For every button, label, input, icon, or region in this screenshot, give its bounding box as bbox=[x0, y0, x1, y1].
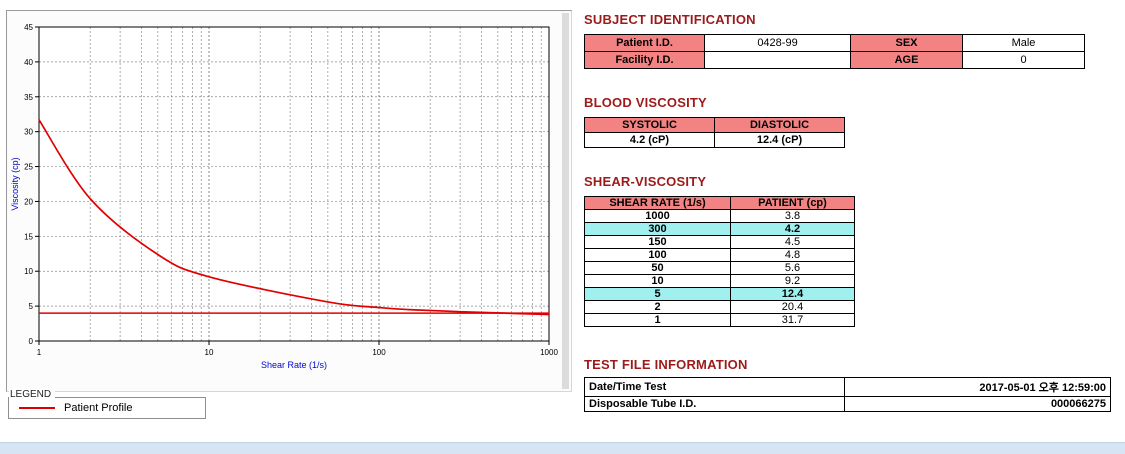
svg-text:10: 10 bbox=[24, 267, 33, 276]
shear-rate-value: 1000 bbox=[584, 209, 731, 223]
table-row-highlighted: 300 4.2 bbox=[584, 222, 855, 236]
svg-text:15: 15 bbox=[24, 232, 33, 241]
test-file-information-heading: TEST FILE INFORMATION bbox=[584, 357, 748, 372]
shear-rate-value: 10 bbox=[584, 274, 731, 288]
table-row: 50 5.6 bbox=[584, 261, 855, 275]
shear-rate-column-header: SHEAR RATE (1/s) bbox=[584, 196, 731, 210]
patient-viscosity-value: 31.7 bbox=[730, 313, 855, 327]
window-background-strip bbox=[0, 442, 1125, 454]
report-panel: SUBJECT IDENTIFICATION Patient I.D. 0428… bbox=[584, 12, 1118, 412]
svg-text:20: 20 bbox=[24, 197, 33, 206]
svg-text:30: 30 bbox=[24, 128, 33, 137]
viscosity-chart-panel: 0 5 10 15 20 25 30 35 40 45 1 10 100 1000 Shear Rate (… bbox=[6, 10, 572, 392]
shear-viscosity-table: SHEAR RATE (1/s) PATIENT (cp) 1000 3.8 3… bbox=[584, 196, 855, 327]
svg-text:5: 5 bbox=[29, 302, 34, 311]
table-row-highlighted: 5 12.4 bbox=[584, 287, 855, 301]
patient-viscosity-value: 9.2 bbox=[730, 274, 855, 288]
shear-rate-value: 150 bbox=[584, 235, 731, 249]
blood-viscosity-heading: BLOOD VISCOSITY bbox=[584, 95, 707, 110]
patient-viscosity-value: 3.8 bbox=[730, 209, 855, 223]
svg-text:1000: 1000 bbox=[540, 348, 558, 357]
legend-series-label: Patient Profile bbox=[64, 402, 133, 414]
shear-rate-value: 2 bbox=[584, 300, 731, 314]
legend-title: LEGEND bbox=[9, 389, 56, 400]
svg-text:25: 25 bbox=[24, 163, 33, 172]
legend-entry: Patient Profile bbox=[9, 398, 205, 418]
patient-viscosity-value: 5.6 bbox=[730, 261, 855, 275]
disposable-tube-id-label: Disposable Tube I.D. bbox=[584, 396, 845, 412]
patient-id-label: Patient I.D. bbox=[584, 34, 705, 52]
facility-id-value bbox=[704, 51, 851, 69]
svg-text:10: 10 bbox=[205, 348, 214, 357]
shear-rate-value: 1 bbox=[584, 313, 731, 327]
table-row: 150 4.5 bbox=[584, 235, 855, 249]
blood-viscosity-table: SYSTOLIC DIASTOLIC 4.2 (cP) 12.4 (cP) bbox=[584, 117, 845, 148]
chart-legend: LEGEND Patient Profile bbox=[8, 389, 206, 419]
facility-id-label: Facility I.D. bbox=[584, 51, 705, 69]
systolic-label: SYSTOLIC bbox=[584, 117, 715, 133]
svg-text:1: 1 bbox=[37, 348, 42, 357]
svg-text:Viscosity (cp): Viscosity (cp) bbox=[10, 157, 20, 210]
table-row: Facility I.D. AGE 0 bbox=[584, 51, 1085, 69]
svg-text:0: 0 bbox=[29, 337, 34, 346]
table-row: 4.2 (cP) 12.4 (cP) bbox=[584, 132, 845, 148]
shear-rate-value: 5 bbox=[584, 287, 731, 301]
patient-id-value: 0428-99 bbox=[704, 34, 851, 52]
subject-identification-heading: SUBJECT IDENTIFICATION bbox=[584, 12, 756, 27]
table-row: Patient I.D. 0428-99 SEX Male bbox=[584, 34, 1085, 52]
patient-profile-line-swatch bbox=[19, 407, 55, 409]
table-row: 100 4.8 bbox=[584, 248, 855, 262]
age-value: 0 bbox=[962, 51, 1085, 69]
svg-text:45: 45 bbox=[24, 23, 33, 32]
age-label: AGE bbox=[850, 51, 963, 69]
sex-label: SEX bbox=[850, 34, 963, 52]
date-time-test-value: 2017-05-01 오후 12:59:00 bbox=[844, 377, 1111, 397]
table-row: SYSTOLIC DIASTOLIC bbox=[584, 117, 845, 133]
svg-text:40: 40 bbox=[24, 58, 33, 67]
table-row: Disposable Tube I.D. 000066275 bbox=[584, 396, 1111, 412]
disposable-tube-id-value: 000066275 bbox=[844, 396, 1111, 412]
patient-viscosity-value: 4.8 bbox=[730, 248, 855, 262]
table-row: 2 20.4 bbox=[584, 300, 855, 314]
svg-text:Shear Rate (1/s): Shear Rate (1/s) bbox=[261, 360, 327, 370]
table-row: 1 31.7 bbox=[584, 313, 855, 327]
shear-rate-value: 50 bbox=[584, 261, 731, 275]
table-header-row: SHEAR RATE (1/s) PATIENT (cp) bbox=[584, 196, 855, 210]
systolic-value: 4.2 (cP) bbox=[584, 132, 715, 148]
date-time-test-label: Date/Time Test bbox=[584, 377, 845, 397]
diastolic-label: DIASTOLIC bbox=[714, 117, 845, 133]
patient-column-header: PATIENT (cp) bbox=[730, 196, 855, 210]
table-row: 1000 3.8 bbox=[584, 209, 855, 223]
test-file-information-table: Date/Time Test 2017-05-01 오후 12:59:00 Di… bbox=[584, 377, 1111, 412]
patient-viscosity-value: 4.2 bbox=[730, 222, 855, 236]
patient-viscosity-value: 20.4 bbox=[730, 300, 855, 314]
svg-text:100: 100 bbox=[372, 348, 386, 357]
patient-viscosity-value: 4.5 bbox=[730, 235, 855, 249]
table-row: 10 9.2 bbox=[584, 274, 855, 288]
shear-rate-value: 100 bbox=[584, 248, 731, 262]
shear-viscosity-heading: SHEAR-VISCOSITY bbox=[584, 174, 707, 189]
svg-text:35: 35 bbox=[24, 93, 33, 102]
diastolic-value: 12.4 (cP) bbox=[714, 132, 845, 148]
table-row: Date/Time Test 2017-05-01 오후 12:59:00 bbox=[584, 377, 1111, 397]
shear-viscosity-chart: 0 5 10 15 20 25 30 35 40 45 1 10 100 1000 Shear Rate (… bbox=[9, 15, 567, 394]
sex-value: Male bbox=[962, 34, 1085, 52]
shear-rate-value: 300 bbox=[584, 222, 731, 236]
chart-panel-edge bbox=[562, 13, 569, 389]
patient-viscosity-value: 12.4 bbox=[730, 287, 855, 301]
subject-identification-table: Patient I.D. 0428-99 SEX Male Facility I… bbox=[584, 34, 1085, 69]
